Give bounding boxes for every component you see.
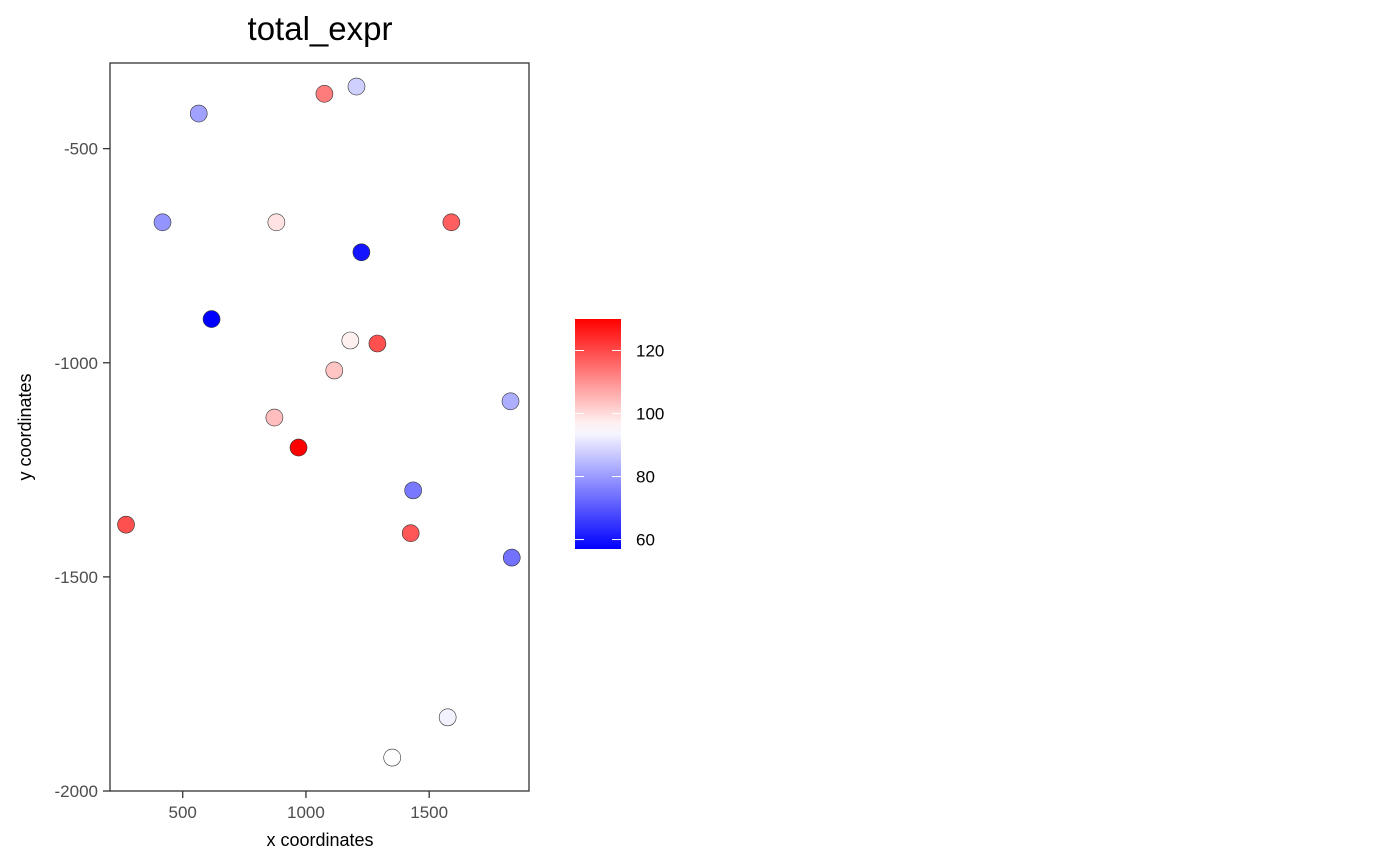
data-point [347, 77, 366, 96]
x-tick-label: 500 [169, 803, 197, 822]
data-point [325, 361, 344, 380]
x-tick-label: 1500 [410, 803, 448, 822]
legend-tick-label: 120 [636, 342, 664, 361]
y-tick-label: -500 [64, 140, 98, 159]
data-point [117, 515, 135, 534]
data-point [401, 524, 420, 543]
plot-panel [109, 62, 530, 792]
y-axis-title: y coordinates [15, 373, 35, 480]
chart-title: total_expr [248, 10, 393, 47]
data-point [442, 213, 461, 232]
data-point [352, 243, 371, 262]
data-point [404, 481, 422, 500]
data-point [501, 392, 520, 411]
color-legend-bar [575, 319, 621, 549]
legend-tick-label: 80 [636, 468, 655, 487]
y-tick-label: -1000 [55, 354, 98, 373]
y-axis: -500 -1000 -1500 -2000 [55, 140, 110, 801]
data-point [189, 104, 208, 123]
data-point [383, 748, 402, 767]
data-point [289, 438, 308, 457]
y-tick-label: -1500 [55, 568, 98, 587]
legend-tick-label: 100 [636, 405, 664, 424]
data-point [315, 85, 334, 103]
data-points [117, 77, 521, 767]
y-tick-label: -2000 [55, 782, 98, 801]
data-point [341, 331, 360, 350]
data-point [438, 708, 457, 727]
data-point [202, 310, 221, 328]
data-point [502, 548, 521, 567]
legend-tick-label: 60 [636, 531, 655, 550]
data-point [267, 213, 286, 232]
color-legend-ticks: 60 80 100 120 [575, 342, 664, 550]
data-point [368, 334, 387, 353]
color-legend: 60 80 100 120 [575, 319, 664, 550]
data-point [153, 213, 172, 232]
x-axis: 500 1000 1500 [169, 791, 448, 822]
x-axis-title: x coordinates [266, 830, 373, 850]
data-point [265, 408, 284, 427]
x-tick-label: 1000 [287, 803, 325, 822]
